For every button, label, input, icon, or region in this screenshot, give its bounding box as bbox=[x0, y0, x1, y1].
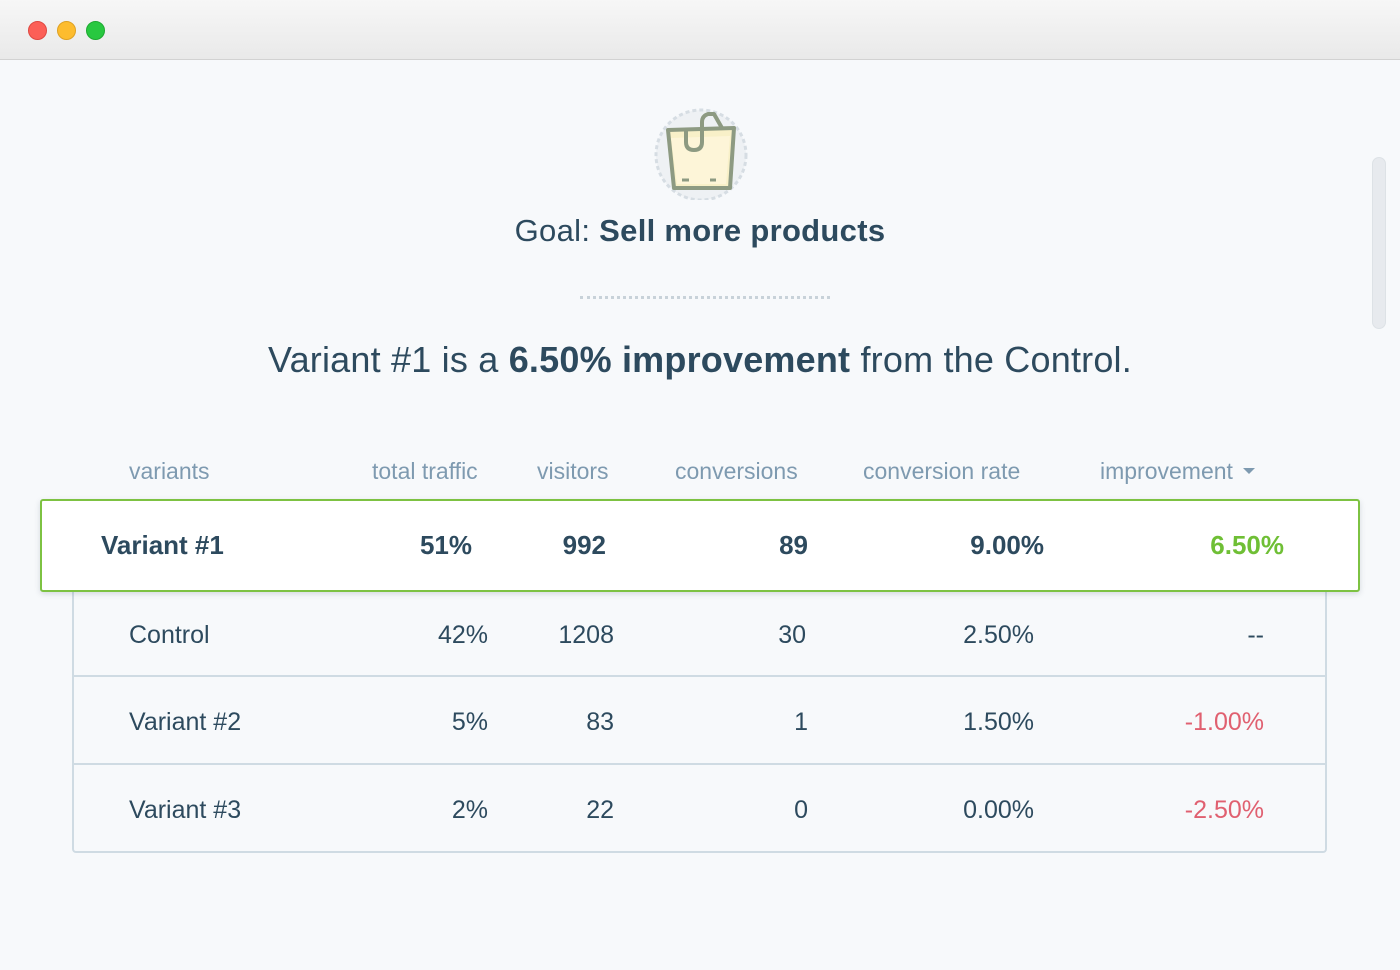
window-titlebar bbox=[0, 0, 1400, 60]
cell-total-traffic: 42% bbox=[437, 621, 488, 649]
headline-suffix: from the Control. bbox=[850, 339, 1132, 380]
cell-total-traffic: 5% bbox=[451, 708, 488, 736]
zoom-window-button[interactable] bbox=[86, 21, 105, 40]
cell-visitors: 992 bbox=[562, 530, 606, 560]
headline-prefix: Variant #1 is a bbox=[268, 339, 509, 380]
cell-conversion-rate: 0.00% bbox=[963, 796, 1034, 824]
dotted-divider bbox=[580, 296, 830, 299]
cell-variant: Variant #2 bbox=[129, 708, 242, 736]
row-divider bbox=[72, 675, 1327, 677]
cell-improvement: -- bbox=[1247, 621, 1264, 649]
cell-variant: Variant #1 bbox=[101, 530, 224, 560]
cell-conversions: 0 bbox=[794, 796, 808, 824]
goal-name: Sell more products bbox=[599, 213, 886, 248]
close-window-button[interactable] bbox=[28, 21, 47, 40]
column-header-improvement[interactable]: improvement bbox=[1100, 458, 1255, 485]
caret-down-icon bbox=[1242, 467, 1255, 474]
column-header-improvement-label: improvement bbox=[1100, 458, 1233, 484]
report-content: Goal: Sell more products Variant #1 is a… bbox=[0, 61, 1400, 970]
table-row-winner[interactable] bbox=[40, 499, 1360, 592]
minimize-window-button[interactable] bbox=[57, 21, 76, 40]
cell-total-traffic: 2% bbox=[451, 796, 488, 824]
variants-table bbox=[72, 581, 1327, 853]
column-header-conversions[interactable]: conversions bbox=[675, 458, 798, 484]
cell-visitors: 1208 bbox=[558, 621, 614, 649]
cell-total-traffic: 51% bbox=[419, 530, 472, 560]
shopping-bag-icon bbox=[654, 108, 748, 200]
cell-variant: Variant #3 bbox=[129, 796, 242, 824]
cell-improvement: 6.50% bbox=[1210, 530, 1284, 560]
goal-label: Goal: bbox=[514, 213, 591, 248]
column-header-total-traffic[interactable]: total traffic bbox=[372, 458, 478, 484]
row-divider bbox=[72, 763, 1327, 765]
cell-variant: Control bbox=[129, 621, 210, 649]
cell-improvement: -1.00% bbox=[1184, 708, 1264, 736]
cell-conversions: 30 bbox=[778, 621, 806, 649]
cell-conversions: 1 bbox=[794, 708, 808, 736]
column-header-variants[interactable]: variants bbox=[129, 458, 210, 484]
goal-title: Goal: Sell more products bbox=[0, 213, 1400, 249]
cell-conversion-rate: 2.50% bbox=[963, 621, 1034, 649]
result-headline: Variant #1 is a 6.50% improvement from t… bbox=[0, 339, 1400, 381]
cell-conversion-rate: 1.50% bbox=[963, 708, 1034, 736]
cell-visitors: 22 bbox=[586, 796, 614, 824]
headline-improvement: 6.50% improvement bbox=[508, 339, 851, 380]
vertical-scrollbar[interactable] bbox=[1372, 157, 1386, 329]
column-header-visitors[interactable]: visitors bbox=[537, 458, 609, 484]
cell-conversion-rate: 9.00% bbox=[970, 530, 1044, 560]
cell-conversions: 89 bbox=[779, 530, 808, 560]
cell-improvement: -2.50% bbox=[1184, 796, 1264, 824]
cell-visitors: 83 bbox=[586, 708, 614, 736]
column-header-conversion-rate[interactable]: conversion rate bbox=[863, 458, 1021, 484]
